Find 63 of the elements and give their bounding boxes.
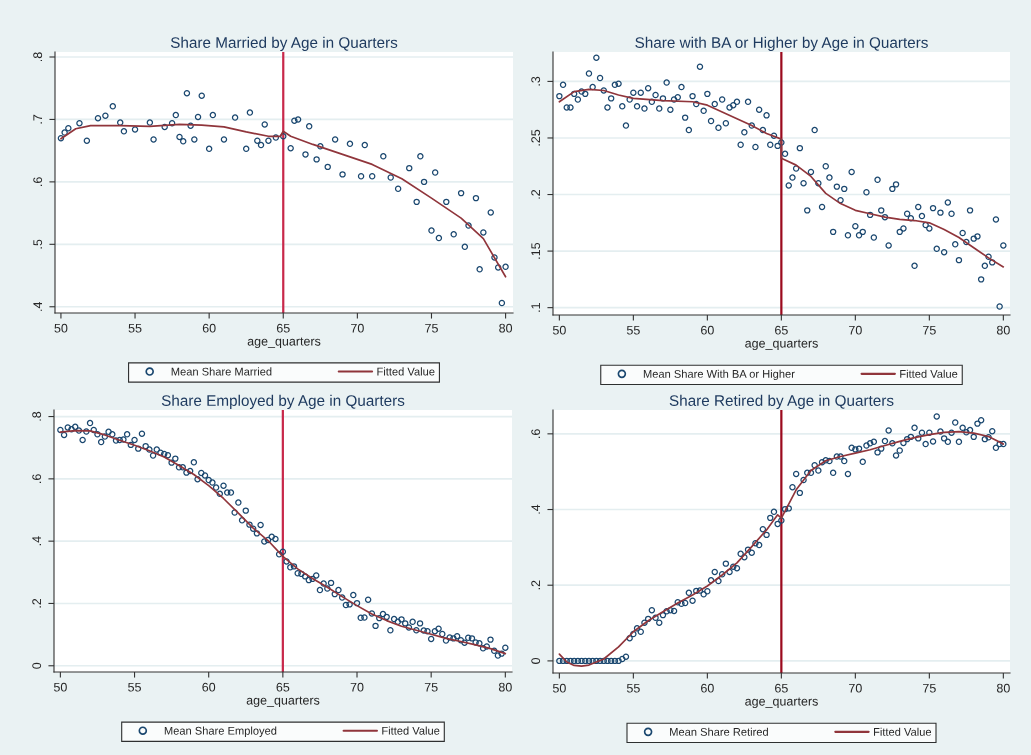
x-tick-label: 55 bbox=[128, 682, 141, 692]
legend-label: Mean Share With BA or Higher bbox=[643, 369, 795, 381]
x-axis-title: age_quarters bbox=[745, 339, 818, 351]
y-tick-label: 0 bbox=[32, 662, 42, 669]
x-tick-label: 70 bbox=[350, 682, 364, 692]
legend-label: Fitted Value bbox=[382, 726, 440, 735]
x-tick-label: 65 bbox=[276, 323, 290, 333]
x-tick-label: 55 bbox=[626, 325, 640, 335]
y-tick-label: .8 bbox=[33, 52, 43, 62]
chart-title: Share with BA or Higher by Age in Quarters bbox=[635, 36, 928, 51]
x-tick-label: 55 bbox=[128, 323, 142, 333]
y-tick-label: 0 bbox=[531, 657, 541, 664]
x-tick-label: 50 bbox=[552, 325, 566, 335]
x-tick-label: 70 bbox=[351, 323, 364, 333]
y-tick-label: .6 bbox=[32, 474, 42, 483]
y-tick-label: .4 bbox=[32, 536, 41, 546]
x-tick-label: 55 bbox=[626, 683, 640, 693]
x-tick-label: 70 bbox=[849, 325, 862, 335]
x-tick-label: 60 bbox=[202, 682, 216, 692]
x-tick-label: 65 bbox=[775, 683, 788, 693]
y-tick-label: .25 bbox=[531, 129, 541, 146]
x-tick-label: 65 bbox=[276, 682, 290, 692]
y-tick-label: .4 bbox=[33, 301, 42, 311]
x-tick-label: 65 bbox=[775, 325, 788, 335]
y-tick-label: .1 bbox=[531, 303, 540, 312]
x-tick-label: 80 bbox=[996, 325, 1010, 335]
legend-label: Mean Share Employed bbox=[164, 726, 277, 737]
x-tick-label: 75 bbox=[923, 325, 936, 335]
x-tick-label: 60 bbox=[701, 325, 714, 335]
chart-title: Share Married by Age in Quarters bbox=[170, 36, 398, 51]
y-tick-label: .5 bbox=[33, 239, 43, 249]
x-tick-label: 75 bbox=[425, 323, 438, 333]
x-axis-title: age_quarters bbox=[247, 337, 321, 349]
y-tick-label: .3 bbox=[531, 76, 541, 86]
x-tick-label: 80 bbox=[996, 683, 1010, 693]
y-tick-label: .2 bbox=[531, 189, 540, 199]
x-tick-label: 50 bbox=[53, 682, 67, 692]
legend-label: Mean Share Married bbox=[171, 367, 272, 376]
y-tick-label: .6 bbox=[531, 429, 541, 438]
x-tick-label: 75 bbox=[424, 682, 438, 692]
x-tick-label: 50 bbox=[54, 323, 68, 333]
x-tick-label: 60 bbox=[202, 323, 216, 333]
y-tick-label: .2 bbox=[531, 580, 540, 590]
legend-label: Fitted Value bbox=[377, 367, 435, 376]
x-tick-label: 80 bbox=[499, 323, 513, 333]
y-tick-label: .4 bbox=[531, 504, 540, 514]
y-tick-label: .8 bbox=[32, 411, 42, 421]
x-tick-label: 75 bbox=[923, 683, 936, 693]
legend-label: Fitted Value bbox=[900, 369, 958, 378]
chart-title: Share Employed by Age in Quarters bbox=[161, 394, 405, 409]
x-axis-title: age_quarters bbox=[745, 697, 818, 709]
y-tick-label: .6 bbox=[33, 177, 43, 186]
chart-title: Share Retired by Age in Quarters bbox=[669, 394, 894, 409]
legend-label: Mean Share Retired bbox=[670, 727, 768, 736]
legend-label: Fitted Value bbox=[874, 727, 932, 736]
y-tick-label: .15 bbox=[531, 242, 541, 259]
x-tick-label: 70 bbox=[849, 683, 862, 693]
x-tick-label: 50 bbox=[552, 683, 566, 693]
y-tick-label: .7 bbox=[33, 114, 42, 124]
x-tick-label: 60 bbox=[701, 683, 714, 693]
y-tick-label: .2 bbox=[32, 598, 41, 608]
x-tick-label: 80 bbox=[498, 682, 512, 692]
x-axis-title: age_quarters bbox=[246, 696, 320, 708]
